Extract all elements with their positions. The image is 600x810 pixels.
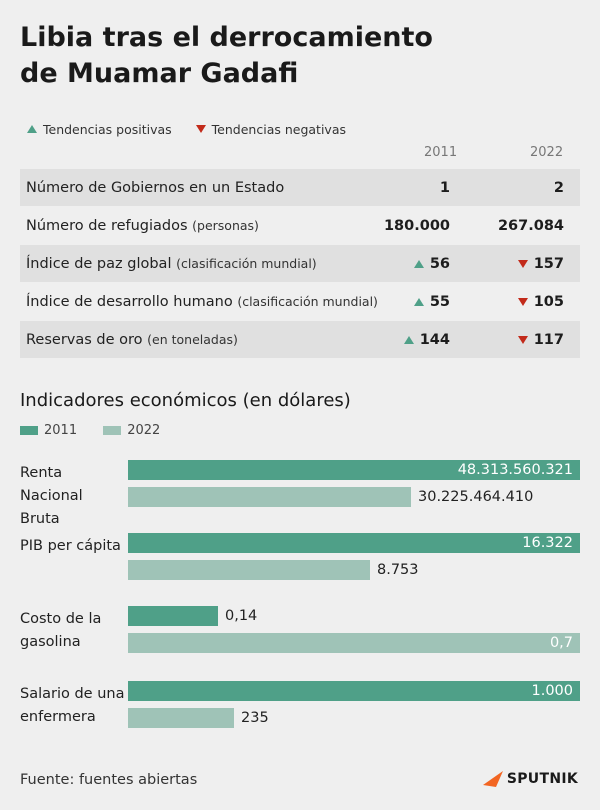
bar-value-2022: 8.753 (377, 562, 419, 578)
swatch-2011 (20, 426, 38, 435)
indicators-table: Número de Gobiernos en un Estado 1 2 Número… (20, 169, 580, 359)
value-text: 1 (439, 179, 450, 196)
value-2011: 180.000 (384, 218, 450, 234)
legend-positive-label: Tendencias positivas (43, 121, 172, 137)
row-label-unit: (clasificación mundial) (176, 255, 317, 271)
value-2022: 157 (517, 255, 564, 272)
table-row: Reservas de oro (en toneladas) 144 117 (20, 321, 580, 358)
value-text: 2 (553, 179, 564, 196)
bar-2022 (128, 633, 580, 653)
legend-negative: Tendencias negativas (195, 121, 346, 137)
row-label-text: Número de refugiados (26, 217, 188, 234)
legend-negative-label: Tendencias negativas (211, 121, 346, 137)
table-row: Número de refugiados (personas) 180.000 26… (20, 207, 580, 244)
bar-value-2022: 235 (241, 710, 269, 726)
triangle-down-icon (195, 125, 206, 133)
value-2022: 2 (554, 180, 564, 196)
legend-2022: 2022 (103, 423, 160, 438)
bar-value-2011: 16.322 (522, 535, 573, 551)
table-row: Índice de desarrollo humano (clasificaci… (20, 283, 580, 320)
row-label-unit: (clasificación mundial) (237, 293, 378, 309)
triangle-up-icon (413, 259, 424, 268)
triangle-down-icon (517, 259, 528, 268)
row-label-text: Reservas de oro (26, 331, 143, 348)
value-2011: 1 (440, 180, 450, 196)
bar-2022 (128, 487, 411, 507)
sputnik-logo: SPUTNIK (482, 771, 578, 787)
value-text: 180.000 (383, 217, 450, 234)
value-text: 56 (429, 255, 450, 272)
bar-2011 (128, 460, 580, 480)
triangle-down-icon (517, 297, 528, 306)
value-text: 144 (419, 331, 450, 348)
triangle-up-icon (403, 335, 414, 344)
bar-2022 (128, 708, 234, 728)
triangle-down-icon (517, 335, 528, 344)
value-text: 55 (429, 293, 450, 310)
value-2011: 144 (403, 331, 450, 348)
bar-legend: 2011 2022 (20, 423, 182, 439)
table-row: Índice de paz global (clasificación mund… (20, 245, 580, 282)
bar-value-2011: 48.313.560.321 (457, 462, 573, 478)
title-line-1: Libia tras el derrocamiento (20, 22, 433, 53)
logo-text: SPUTNIK (506, 771, 578, 787)
bar-group-label: Salario de una enfermera (20, 686, 125, 725)
year-header-2022: 2022 (530, 145, 564, 160)
row-label: Número de Gobiernos en un Estado (26, 180, 284, 196)
bar-group-label: Costo de la gasolina (20, 611, 102, 650)
value-2011: 55 (413, 293, 450, 310)
sputnik-arrow-icon (482, 771, 503, 787)
bar-value-2022: 30.225.464.410 (418, 489, 534, 505)
page-title: Libia tras el derrocamiento de Muamar Ga… (20, 20, 580, 92)
row-label: Reservas de oro (en toneladas) (26, 332, 238, 348)
legend-2011: 2011 (20, 423, 77, 438)
legend-positive: Tendencias positivas (27, 122, 172, 137)
row-label-text: Índice de desarrollo humano (26, 293, 233, 310)
row-label: Índice de paz global (clasificación mund… (26, 256, 317, 272)
bar-2022 (128, 560, 370, 580)
bar-group-label: PIB per cápita (20, 538, 121, 554)
bar-2011 (128, 681, 580, 701)
value-2022: 105 (517, 293, 564, 310)
value-text: 105 (533, 293, 564, 310)
table-row: Número de Gobiernos en un Estado 1 2 (20, 169, 580, 206)
row-label-text: Número de Gobiernos en un Estado (26, 179, 285, 196)
value-text: 267.084 (497, 217, 564, 234)
row-label: Número de refugiados (personas) (26, 218, 259, 234)
legend-2022-label: 2022 (127, 423, 161, 438)
bar-value-2011: 1.000 (531, 683, 573, 699)
triangle-up-icon (27, 125, 37, 133)
value-2011: 56 (413, 255, 450, 272)
economic-section-title: Indicadores económicos (en dólares) (20, 390, 351, 411)
trend-legend: Tendencias positivas Tendencias negativa… (27, 121, 366, 137)
source-note: Fuente: fuentes abiertas (20, 772, 198, 788)
value-2022: 267.084 (498, 218, 564, 234)
value-text: 117 (533, 331, 564, 348)
year-header-2011: 2011 (424, 145, 458, 160)
row-label: Índice de desarrollo humano (clasificaci… (26, 294, 378, 310)
bar-2011 (128, 606, 218, 626)
legend-2011-label: 2011 (44, 423, 78, 438)
row-label-unit: (en toneladas) (147, 331, 238, 347)
value-2022: 117 (517, 331, 564, 348)
bar-value-2022: 0,7 (549, 635, 573, 651)
triangle-up-icon (413, 297, 424, 306)
swatch-2022 (103, 426, 122, 435)
row-label-text: Índice de paz global (26, 255, 172, 272)
row-label-unit: (personas) (192, 217, 259, 233)
title-line-2: de Muamar Gadafi (20, 58, 299, 89)
bar-2011 (128, 533, 580, 553)
value-text: 157 (533, 255, 564, 272)
bar-group-label: Renta Nacional Bruta (20, 465, 83, 527)
bar-value-2011: 0,14 (225, 608, 258, 624)
